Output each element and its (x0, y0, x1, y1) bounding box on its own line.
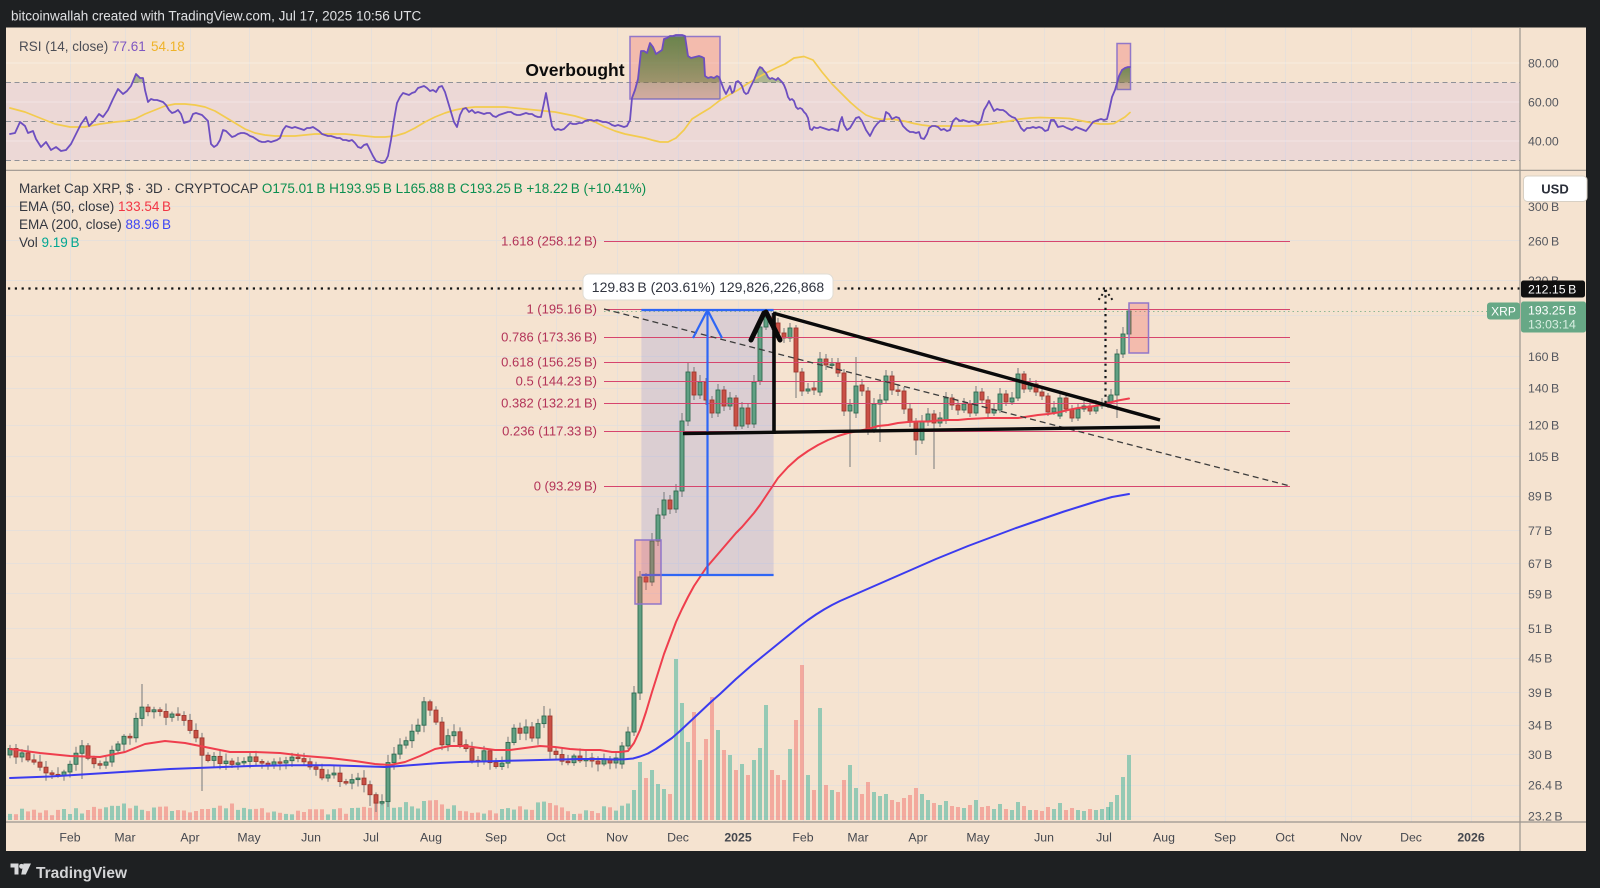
svg-text:77.61: 77.61 (112, 39, 146, 54)
svg-text:May: May (237, 831, 261, 845)
svg-text:Aug: Aug (420, 831, 442, 845)
svg-text:300 B: 300 B (1528, 200, 1559, 214)
svg-text:USD: USD (1541, 182, 1568, 197)
svg-text:140 B: 140 B (1528, 382, 1559, 396)
svg-text:May: May (966, 831, 990, 845)
svg-text:1.618 (258.12 B): 1.618 (258.12 B) (501, 234, 597, 249)
svg-text:67 B: 67 B (1528, 557, 1552, 571)
svg-text:26.4 B: 26.4 B (1528, 779, 1563, 793)
svg-text:212.15 B: 212.15 B (1528, 283, 1576, 297)
svg-text:bitcoinwallah created with Tra: bitcoinwallah created with TradingView.c… (11, 9, 421, 24)
svg-text:40.00: 40.00 (1528, 134, 1559, 148)
svg-text:Dec: Dec (1400, 831, 1422, 845)
svg-text:77 B: 77 B (1528, 524, 1552, 538)
svg-text:Apr: Apr (908, 831, 927, 845)
svg-text:120 B: 120 B (1528, 418, 1559, 432)
svg-text:TradingView: TradingView (36, 865, 128, 882)
svg-text:XRP: XRP (1491, 305, 1516, 319)
svg-text:Overbought: Overbought (525, 60, 624, 80)
svg-text:193.25 B: 193.25 B (1528, 304, 1576, 318)
svg-text:23.2 B: 23.2 B (1528, 809, 1563, 823)
svg-text:45 B: 45 B (1528, 652, 1552, 666)
svg-text:Market Cap XRP, $ · 3D · CRYPT: Market Cap XRP, $ · 3D · CRYPTOCAP O175.… (19, 181, 646, 196)
svg-text:Nov: Nov (606, 831, 629, 845)
svg-text:80.00: 80.00 (1528, 56, 1559, 70)
svg-text:Sep: Sep (1214, 831, 1236, 845)
svg-text:EMA (50, close) 133.54 B: EMA (50, close) 133.54 B (19, 199, 171, 214)
svg-text:39 B: 39 B (1528, 686, 1552, 700)
svg-text:Jul: Jul (1096, 831, 1112, 845)
svg-text:30 B: 30 B (1528, 748, 1552, 762)
svg-text:89 B: 89 B (1528, 489, 1552, 503)
svg-text:Dec: Dec (667, 831, 689, 845)
svg-text:Jul: Jul (363, 831, 379, 845)
svg-text:Jun: Jun (301, 831, 321, 845)
svg-text:Aug: Aug (1153, 831, 1175, 845)
svg-text:51 B: 51 B (1528, 622, 1552, 636)
svg-text:129.83 B (203.61%) 129,826,226: 129.83 B (203.61%) 129,826,226,868 (592, 279, 825, 295)
svg-text:34 B: 34 B (1528, 718, 1552, 732)
svg-text:Mar: Mar (114, 831, 135, 845)
svg-text:0.236 (117.33 B): 0.236 (117.33 B) (502, 424, 597, 439)
svg-text:160 B: 160 B (1528, 350, 1559, 364)
svg-text:2025: 2025 (724, 831, 752, 845)
svg-text:2026: 2026 (1457, 831, 1485, 845)
svg-text:0 (93.29 B): 0 (93.29 B) (534, 479, 597, 494)
svg-text:Oct: Oct (546, 831, 566, 845)
svg-text:Mar: Mar (847, 831, 868, 845)
svg-text:Jun: Jun (1034, 831, 1054, 845)
svg-text:Oct: Oct (1275, 831, 1295, 845)
svg-text:59 B: 59 B (1528, 587, 1552, 601)
svg-text:RSI (14, close): RSI (14, close) (19, 39, 108, 54)
svg-text:0.786 (173.36 B): 0.786 (173.36 B) (501, 330, 597, 345)
svg-text:105 B: 105 B (1528, 450, 1559, 464)
svg-text:13:03:14: 13:03:14 (1528, 318, 1576, 332)
svg-text:54.18: 54.18 (151, 39, 185, 54)
svg-text:Apr: Apr (180, 831, 199, 845)
svg-text:0.618 (156.25 B): 0.618 (156.25 B) (501, 355, 597, 370)
svg-text:EMA (200, close) 88.96 B: EMA (200, close) 88.96 B (19, 217, 171, 232)
svg-text:Feb: Feb (792, 831, 813, 845)
svg-text:260 B: 260 B (1528, 234, 1559, 248)
svg-text:Feb: Feb (59, 831, 80, 845)
svg-text:0.382 (132.21 B): 0.382 (132.21 B) (501, 396, 597, 411)
svg-text:1 (195.16 B): 1 (195.16 B) (526, 302, 597, 317)
svg-text:Nov: Nov (1340, 831, 1363, 845)
svg-text:Sep: Sep (485, 831, 507, 845)
svg-text:0.5 (144.23 B): 0.5 (144.23 B) (516, 374, 597, 389)
svg-text:60.00: 60.00 (1528, 95, 1559, 109)
svg-text:Vol 9.19 B: Vol 9.19 B (19, 235, 80, 250)
